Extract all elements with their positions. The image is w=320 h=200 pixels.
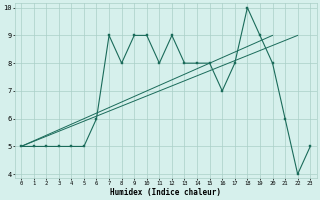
X-axis label: Humidex (Indice chaleur): Humidex (Indice chaleur) (110, 188, 221, 197)
